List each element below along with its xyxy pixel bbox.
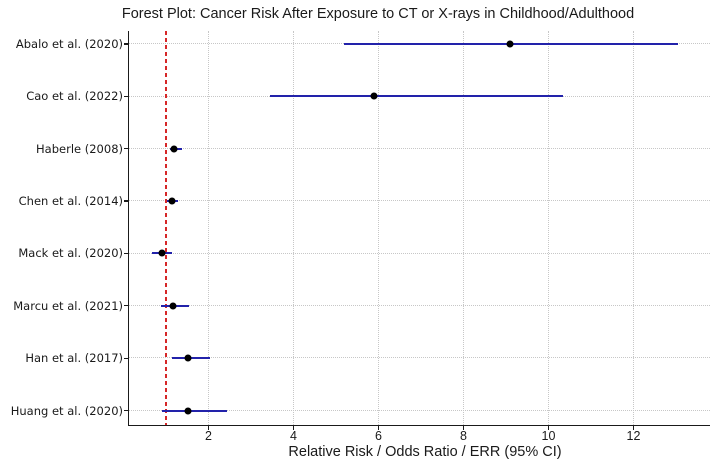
y-gridline bbox=[128, 357, 710, 359]
y-axis-spine bbox=[128, 31, 130, 426]
point-marker bbox=[184, 407, 192, 415]
y-tick-mark bbox=[124, 43, 128, 45]
x-tick-mark bbox=[632, 426, 635, 430]
x-gridline bbox=[632, 31, 634, 425]
study-label: Mack et al. (2020) bbox=[18, 246, 123, 261]
x-gridline bbox=[547, 31, 549, 425]
x-gridline bbox=[462, 31, 464, 425]
x-gridline bbox=[292, 31, 294, 425]
x-tick-label: 4 bbox=[290, 429, 297, 443]
reference-line bbox=[165, 31, 167, 425]
y-gridline bbox=[128, 252, 710, 254]
ci-line bbox=[270, 95, 564, 98]
point-marker bbox=[170, 145, 178, 153]
x-gridline bbox=[377, 31, 379, 425]
x-tick-label: 12 bbox=[626, 429, 641, 443]
x-tick-mark bbox=[377, 426, 380, 430]
study-label: Haberle (2008) bbox=[36, 141, 123, 156]
x-axis-label: Relative Risk / Odds Ratio / ERR (95% CI… bbox=[288, 444, 562, 460]
x-tick-mark bbox=[462, 426, 465, 430]
x-tick-mark bbox=[207, 426, 210, 430]
study-label: Abalo et al. (2020) bbox=[15, 37, 123, 51]
x-tick-mark bbox=[292, 426, 295, 430]
y-tick-mark bbox=[124, 200, 128, 202]
y-tick-mark bbox=[124, 305, 128, 307]
study-label: Han et al. (2017) bbox=[25, 351, 123, 366]
y-tick-mark bbox=[124, 252, 128, 255]
chart-title: Forest Plot: Cancer Risk After Exposure … bbox=[121, 6, 635, 22]
x-axis-spine bbox=[128, 425, 710, 427]
study-label: Marcu et al. (2021) bbox=[13, 298, 123, 313]
x-tick-label: 6 bbox=[375, 429, 382, 443]
x-tick-mark bbox=[547, 426, 550, 430]
point-marker bbox=[506, 40, 514, 48]
point-marker bbox=[158, 249, 166, 257]
y-tick-mark bbox=[124, 95, 128, 97]
x-tick-label: 8 bbox=[460, 429, 467, 443]
y-tick-mark bbox=[124, 409, 128, 412]
y-tick-mark bbox=[124, 148, 128, 150]
y-tick-mark bbox=[124, 357, 128, 359]
point-marker bbox=[184, 354, 192, 362]
y-gridline bbox=[128, 305, 710, 307]
x-tick-label: 2 bbox=[205, 429, 212, 443]
x-tick-label: 10 bbox=[541, 429, 556, 443]
study-label: Huang et al. (2020) bbox=[10, 403, 123, 418]
point-marker bbox=[168, 197, 176, 205]
study-label: Cao et al. (2022) bbox=[26, 89, 123, 104]
study-label: Chen et al. (2014) bbox=[18, 194, 123, 209]
ci-line bbox=[161, 409, 227, 412]
point-marker bbox=[370, 92, 378, 100]
point-marker bbox=[169, 302, 177, 310]
x-gridline bbox=[207, 31, 209, 425]
y-gridline bbox=[128, 147, 710, 149]
y-gridline bbox=[128, 409, 710, 411]
y-gridline bbox=[128, 200, 710, 202]
